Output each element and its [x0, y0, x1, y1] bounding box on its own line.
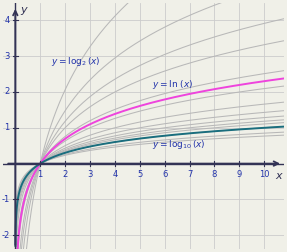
Text: 7: 7: [187, 170, 192, 179]
Text: $y$: $y$: [20, 5, 29, 17]
Text: 2: 2: [63, 170, 68, 179]
Text: 10: 10: [259, 170, 269, 179]
Text: 9: 9: [237, 170, 242, 179]
Text: 2: 2: [5, 87, 10, 97]
Text: 1: 1: [5, 123, 10, 132]
Text: 5: 5: [137, 170, 142, 179]
Text: 3: 3: [5, 52, 10, 61]
Text: 4: 4: [112, 170, 117, 179]
Text: 8: 8: [212, 170, 217, 179]
Text: $y=\log_{10}(x)$: $y=\log_{10}(x)$: [152, 138, 206, 151]
Text: -2: -2: [2, 231, 10, 240]
Text: 6: 6: [162, 170, 167, 179]
Text: $y=\log_2(x)$: $y=\log_2(x)$: [51, 55, 101, 68]
Text: $x$: $x$: [275, 171, 284, 181]
Text: 4: 4: [5, 16, 10, 25]
Text: 1: 1: [38, 170, 43, 179]
Text: -1: -1: [2, 195, 10, 204]
Text: 3: 3: [87, 170, 93, 179]
Text: $y=\ln\,(x)$: $y=\ln\,(x)$: [152, 78, 193, 91]
